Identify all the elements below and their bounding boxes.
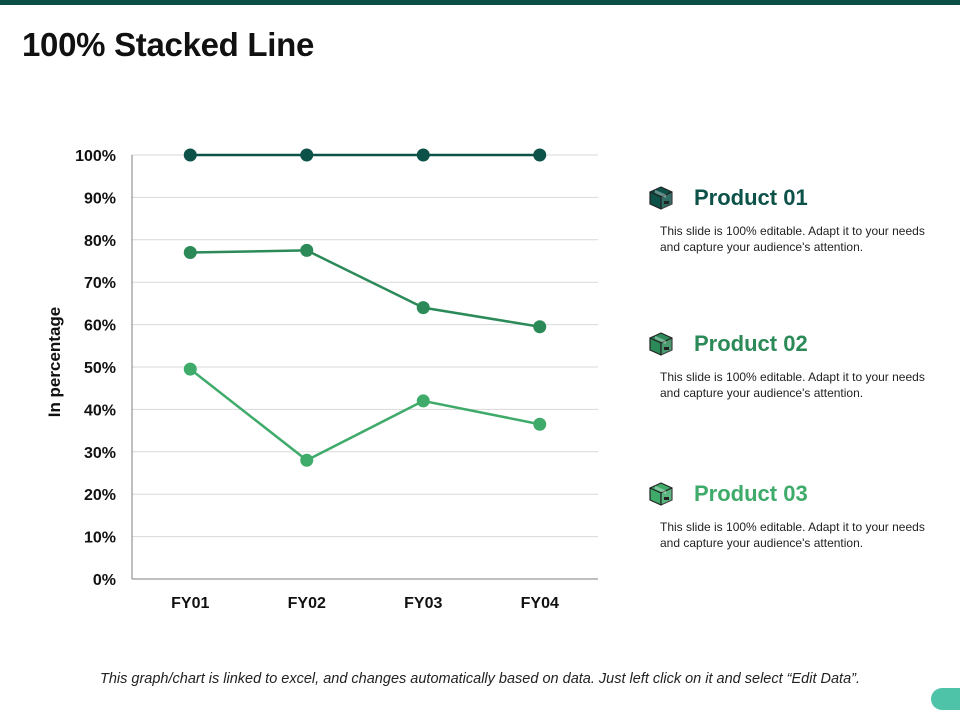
legend-name: Product 02: [694, 331, 808, 356]
data-point: [416, 394, 430, 408]
y-tick-label: 30%: [84, 445, 116, 462]
y-tick-label: 50%: [84, 360, 116, 377]
legend-description: This slide is 100% editable. Adapt it to…: [660, 370, 925, 400]
y-tick-label: 60%: [84, 318, 116, 335]
legend-name: Product 01: [694, 185, 808, 210]
y-tick-label: 90%: [84, 190, 116, 207]
series-line-2: [190, 249, 540, 328]
data-point: [300, 453, 314, 467]
chart-gridlines: [132, 154, 598, 538]
data-point: [300, 243, 314, 257]
package-box-icon: [648, 185, 674, 211]
x-tick-label: FY03: [404, 595, 442, 612]
series-line-3: [189, 368, 540, 462]
legend-item-product-01: Product 01 This slide is 100% editable. …: [648, 183, 938, 255]
chart-axes: 0% 10% 20% 30% 40% 50% 60% 70% 80% 90% 100% FY01 FY0…: [75, 148, 598, 612]
x-tick-label: FY04: [521, 595, 559, 612]
y-tick-label: 80%: [84, 233, 116, 250]
y-tick-label: 10%: [84, 530, 116, 547]
data-point: [183, 148, 197, 162]
corner-decoration: [931, 688, 960, 710]
x-tick-label: FY01: [171, 595, 209, 612]
footer-note: This graph/chart is linked to excel, and…: [99, 671, 861, 687]
data-point: [183, 362, 197, 376]
legend-item-product-03: Product 03 This slide is 100% editable. …: [648, 479, 938, 551]
legend-item-product-02: Product 02 This slide is 100% editable. …: [648, 329, 938, 401]
y-axis-label: In percentage: [45, 307, 64, 418]
y-tick-label: 0%: [93, 572, 116, 589]
package-box-icon: [648, 481, 674, 507]
data-point: [416, 148, 430, 162]
legend-description: This slide is 100% editable. Adapt it to…: [660, 224, 925, 254]
package-box-icon: [648, 331, 674, 357]
data-point: [533, 417, 547, 431]
chart-series: [183, 148, 547, 467]
y-tick-label: 100%: [75, 148, 116, 165]
data-point: [300, 148, 314, 162]
y-tick-label: 70%: [84, 275, 116, 292]
data-point: [416, 301, 430, 315]
data-point: [533, 148, 547, 162]
slide-title: 100% Stacked Line: [22, 26, 315, 63]
y-tick-label: 40%: [84, 402, 116, 419]
top-accent-bar: [0, 0, 960, 5]
legend-description: This slide is 100% editable. Adapt it to…: [660, 520, 925, 550]
legend-name: Product 03: [694, 481, 808, 506]
data-point: [533, 320, 547, 334]
y-tick-label: 20%: [84, 487, 116, 504]
x-tick-label: FY02: [288, 595, 326, 612]
data-point: [183, 246, 197, 260]
